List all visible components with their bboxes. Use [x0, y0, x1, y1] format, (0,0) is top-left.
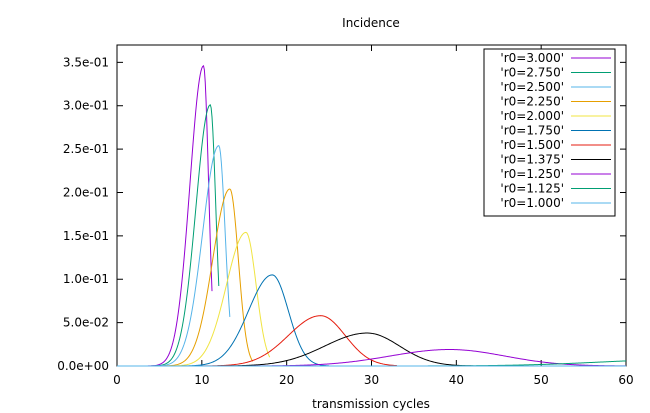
legend-label: 'r0=1.750'	[500, 124, 564, 138]
x-tick-label: 0	[113, 373, 121, 387]
y-tick-label: 5.0e-02	[63, 316, 109, 330]
legend-label: 'r0=1.125'	[500, 182, 564, 196]
x-tick-label: 20	[279, 373, 294, 387]
legend: 'r0=3.000''r0=2.750''r0=2.500''r0=2.250'…	[483, 48, 616, 217]
x-axis-label: transmission cycles	[312, 397, 430, 411]
legend-label: 'r0=2.750'	[500, 66, 564, 80]
series-line-4	[117, 231, 271, 367]
series-line-1	[117, 104, 220, 367]
y-tick-label: 3.0e-01	[63, 99, 109, 113]
series-line-5	[117, 274, 330, 367]
series-line-3	[117, 188, 254, 367]
x-axis: 0 10 20 30 40 50 60	[113, 45, 634, 387]
legend-label: 'r0=2.000'	[500, 109, 564, 123]
x-tick-label: 60	[618, 373, 633, 387]
series-lines	[117, 64, 627, 367]
y-tick-label: 1.5e-01	[63, 229, 109, 243]
chart-title: Incidence	[342, 16, 400, 30]
legend-label: 'r0=1.500'	[500, 138, 564, 152]
series-line-6	[117, 315, 397, 367]
y-tick-label: 0.0e+00	[57, 359, 109, 373]
y-tick-label: 3.5e-01	[63, 55, 109, 69]
y-tick-label: 2.0e-01	[63, 185, 109, 199]
y-tick-label: 1.0e-01	[63, 272, 109, 286]
y-axis: 0.0e+00 5.0e-02 1.0e-01 1.5e-01 2.0e-01 2.5e-…	[57, 55, 626, 373]
x-tick-label: 30	[364, 373, 379, 387]
x-tick-label: 10	[194, 373, 209, 387]
legend-label: 'r0=3.000'	[500, 51, 564, 65]
legend-label: 'r0=2.500'	[500, 80, 564, 94]
legend-label: 'r0=1.375'	[500, 153, 564, 167]
legend-label: 'r0=2.250'	[500, 95, 564, 109]
y-tick-label: 2.5e-01	[63, 142, 109, 156]
legend-label: 'r0=1.000'	[500, 196, 564, 210]
series-line-0	[117, 64, 213, 367]
x-tick-label: 50	[534, 373, 549, 387]
legend-label: 'r0=1.250'	[500, 167, 564, 181]
x-tick-label: 40	[449, 373, 464, 387]
